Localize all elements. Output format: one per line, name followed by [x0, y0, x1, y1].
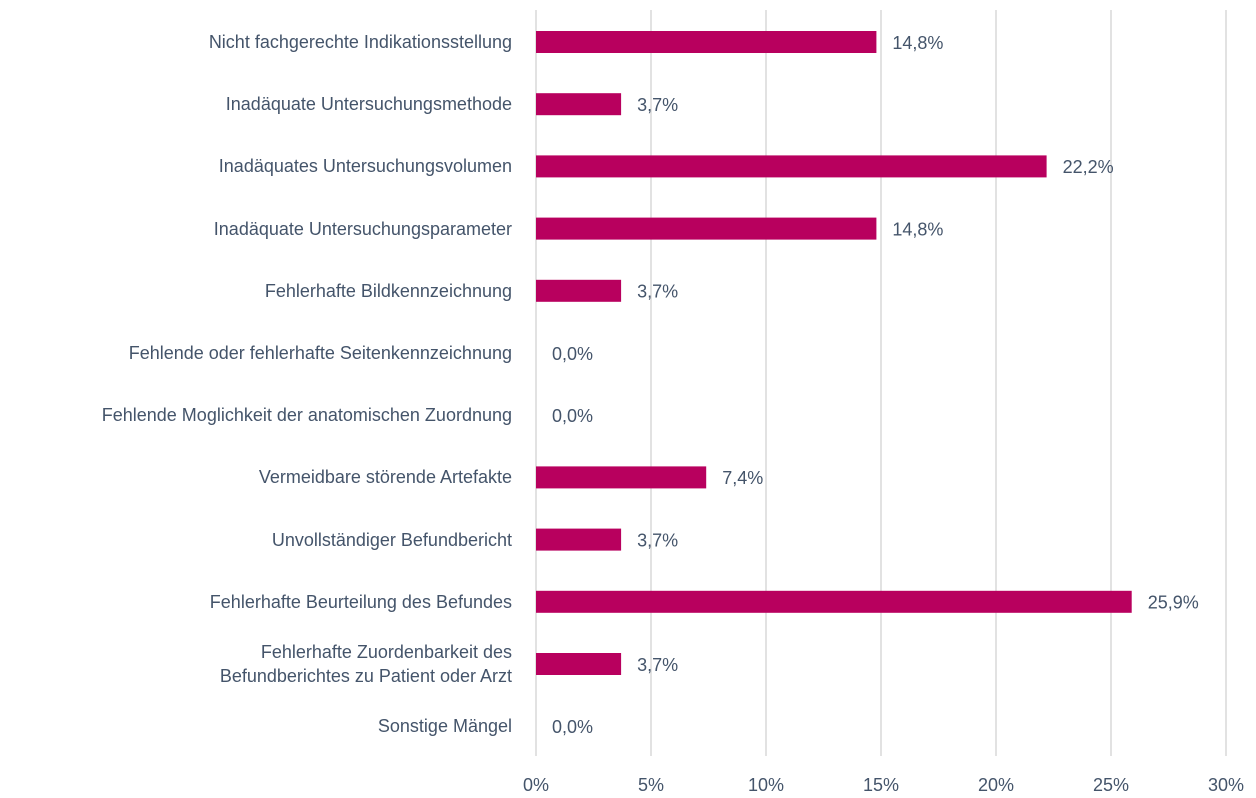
x-tick-label: 25%	[1093, 775, 1129, 795]
category-label: Vermeidbare störende Artefakte	[258, 467, 512, 488]
value-label: 3,7%	[637, 282, 678, 302]
value-label: 3,7%	[637, 655, 678, 675]
value-label: 14,8%	[892, 33, 943, 53]
value-label: 0,0%	[552, 717, 593, 737]
bar	[536, 31, 877, 53]
x-tick-label: 15%	[863, 775, 899, 795]
bar	[536, 590, 1132, 613]
bar	[536, 155, 1047, 178]
bar	[536, 466, 707, 489]
category-label: Sonstige Mängel	[377, 716, 512, 737]
category-label: Inadäquates Untersuchungsvolumen	[218, 156, 512, 177]
value-label: 0,0%	[552, 344, 593, 364]
value-label: 7,4%	[722, 468, 763, 488]
value-label: 3,7%	[637, 95, 678, 115]
category-label: Fehlerhafte Bildkennzeichnung	[264, 280, 512, 301]
category-label: Fehlende Moglichkeit der anatomischen Zu…	[101, 405, 512, 426]
category-label: Unvollständiger Befundbericht	[271, 529, 512, 550]
bar	[536, 279, 622, 302]
bar	[536, 217, 877, 240]
x-tick-label: 30%	[1208, 775, 1244, 795]
value-label: 3,7%	[637, 530, 678, 550]
x-tick-label: 0%	[523, 775, 549, 795]
value-label: 25,9%	[1148, 593, 1199, 613]
category-label: Fehlerhafte Beurteilung des Befundes	[209, 591, 512, 612]
category-label: Inadäquate Untersuchungsmethode	[225, 94, 512, 115]
bar	[536, 528, 622, 551]
value-label: 14,8%	[892, 219, 943, 239]
bar	[536, 653, 622, 675]
x-tick-label: 10%	[748, 775, 784, 795]
category-label: Inadäquate Untersuchungsparameter	[213, 218, 512, 239]
category-label: Fehlerhafte Zuordenbarkeit des Befundber…	[219, 642, 512, 686]
x-tick-label: 5%	[638, 775, 664, 795]
x-tick-label: 20%	[978, 775, 1014, 795]
bar	[536, 93, 622, 116]
value-label: 22,2%	[1063, 157, 1114, 177]
category-label: Fehlende oder fehlerhafte Seitenkennzeic…	[128, 343, 512, 363]
category-label: Nicht fachgerechte Indikationsstellung	[208, 32, 512, 52]
value-label: 0,0%	[552, 406, 593, 426]
